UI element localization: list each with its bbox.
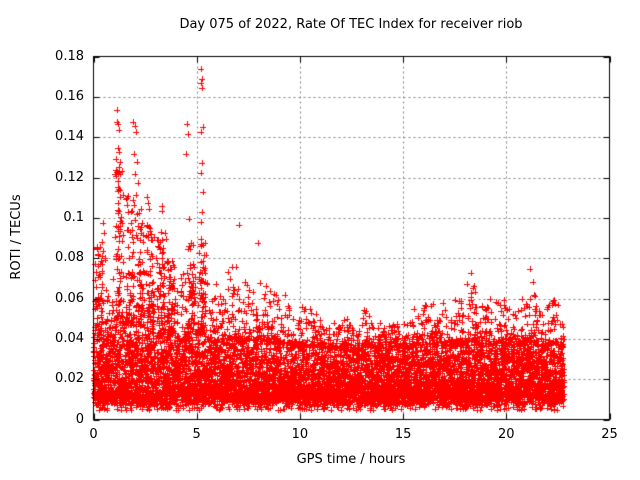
x-axis-label: GPS time / hours — [296, 452, 406, 467]
y-tick-label: 0.02 — [55, 371, 84, 387]
x-tick-label: 10 — [291, 427, 309, 442]
x-tick-label: 15 — [394, 427, 412, 442]
y-tick-label: 0.16 — [55, 88, 84, 104]
y-tick-label: 0.12 — [55, 169, 84, 185]
y-tick-label: 0.04 — [55, 330, 84, 346]
y-tick-label: 0.14 — [55, 129, 84, 145]
x-tick-label: 5 — [192, 427, 201, 442]
chart-title: Day 075 of 2022, Rate Of TEC Index for r… — [179, 17, 523, 32]
y-tick-label: 0.08 — [55, 250, 84, 266]
y-tick-label: 0.06 — [55, 290, 84, 306]
y-tick-label: 0.18 — [55, 48, 84, 64]
x-tick-label: 25 — [601, 427, 618, 442]
x-tick-label: 20 — [498, 427, 515, 442]
y-tick-label: 0.1 — [63, 209, 84, 225]
x-tick-label: 0 — [89, 427, 98, 442]
y-tick-label: 0 — [75, 411, 84, 427]
